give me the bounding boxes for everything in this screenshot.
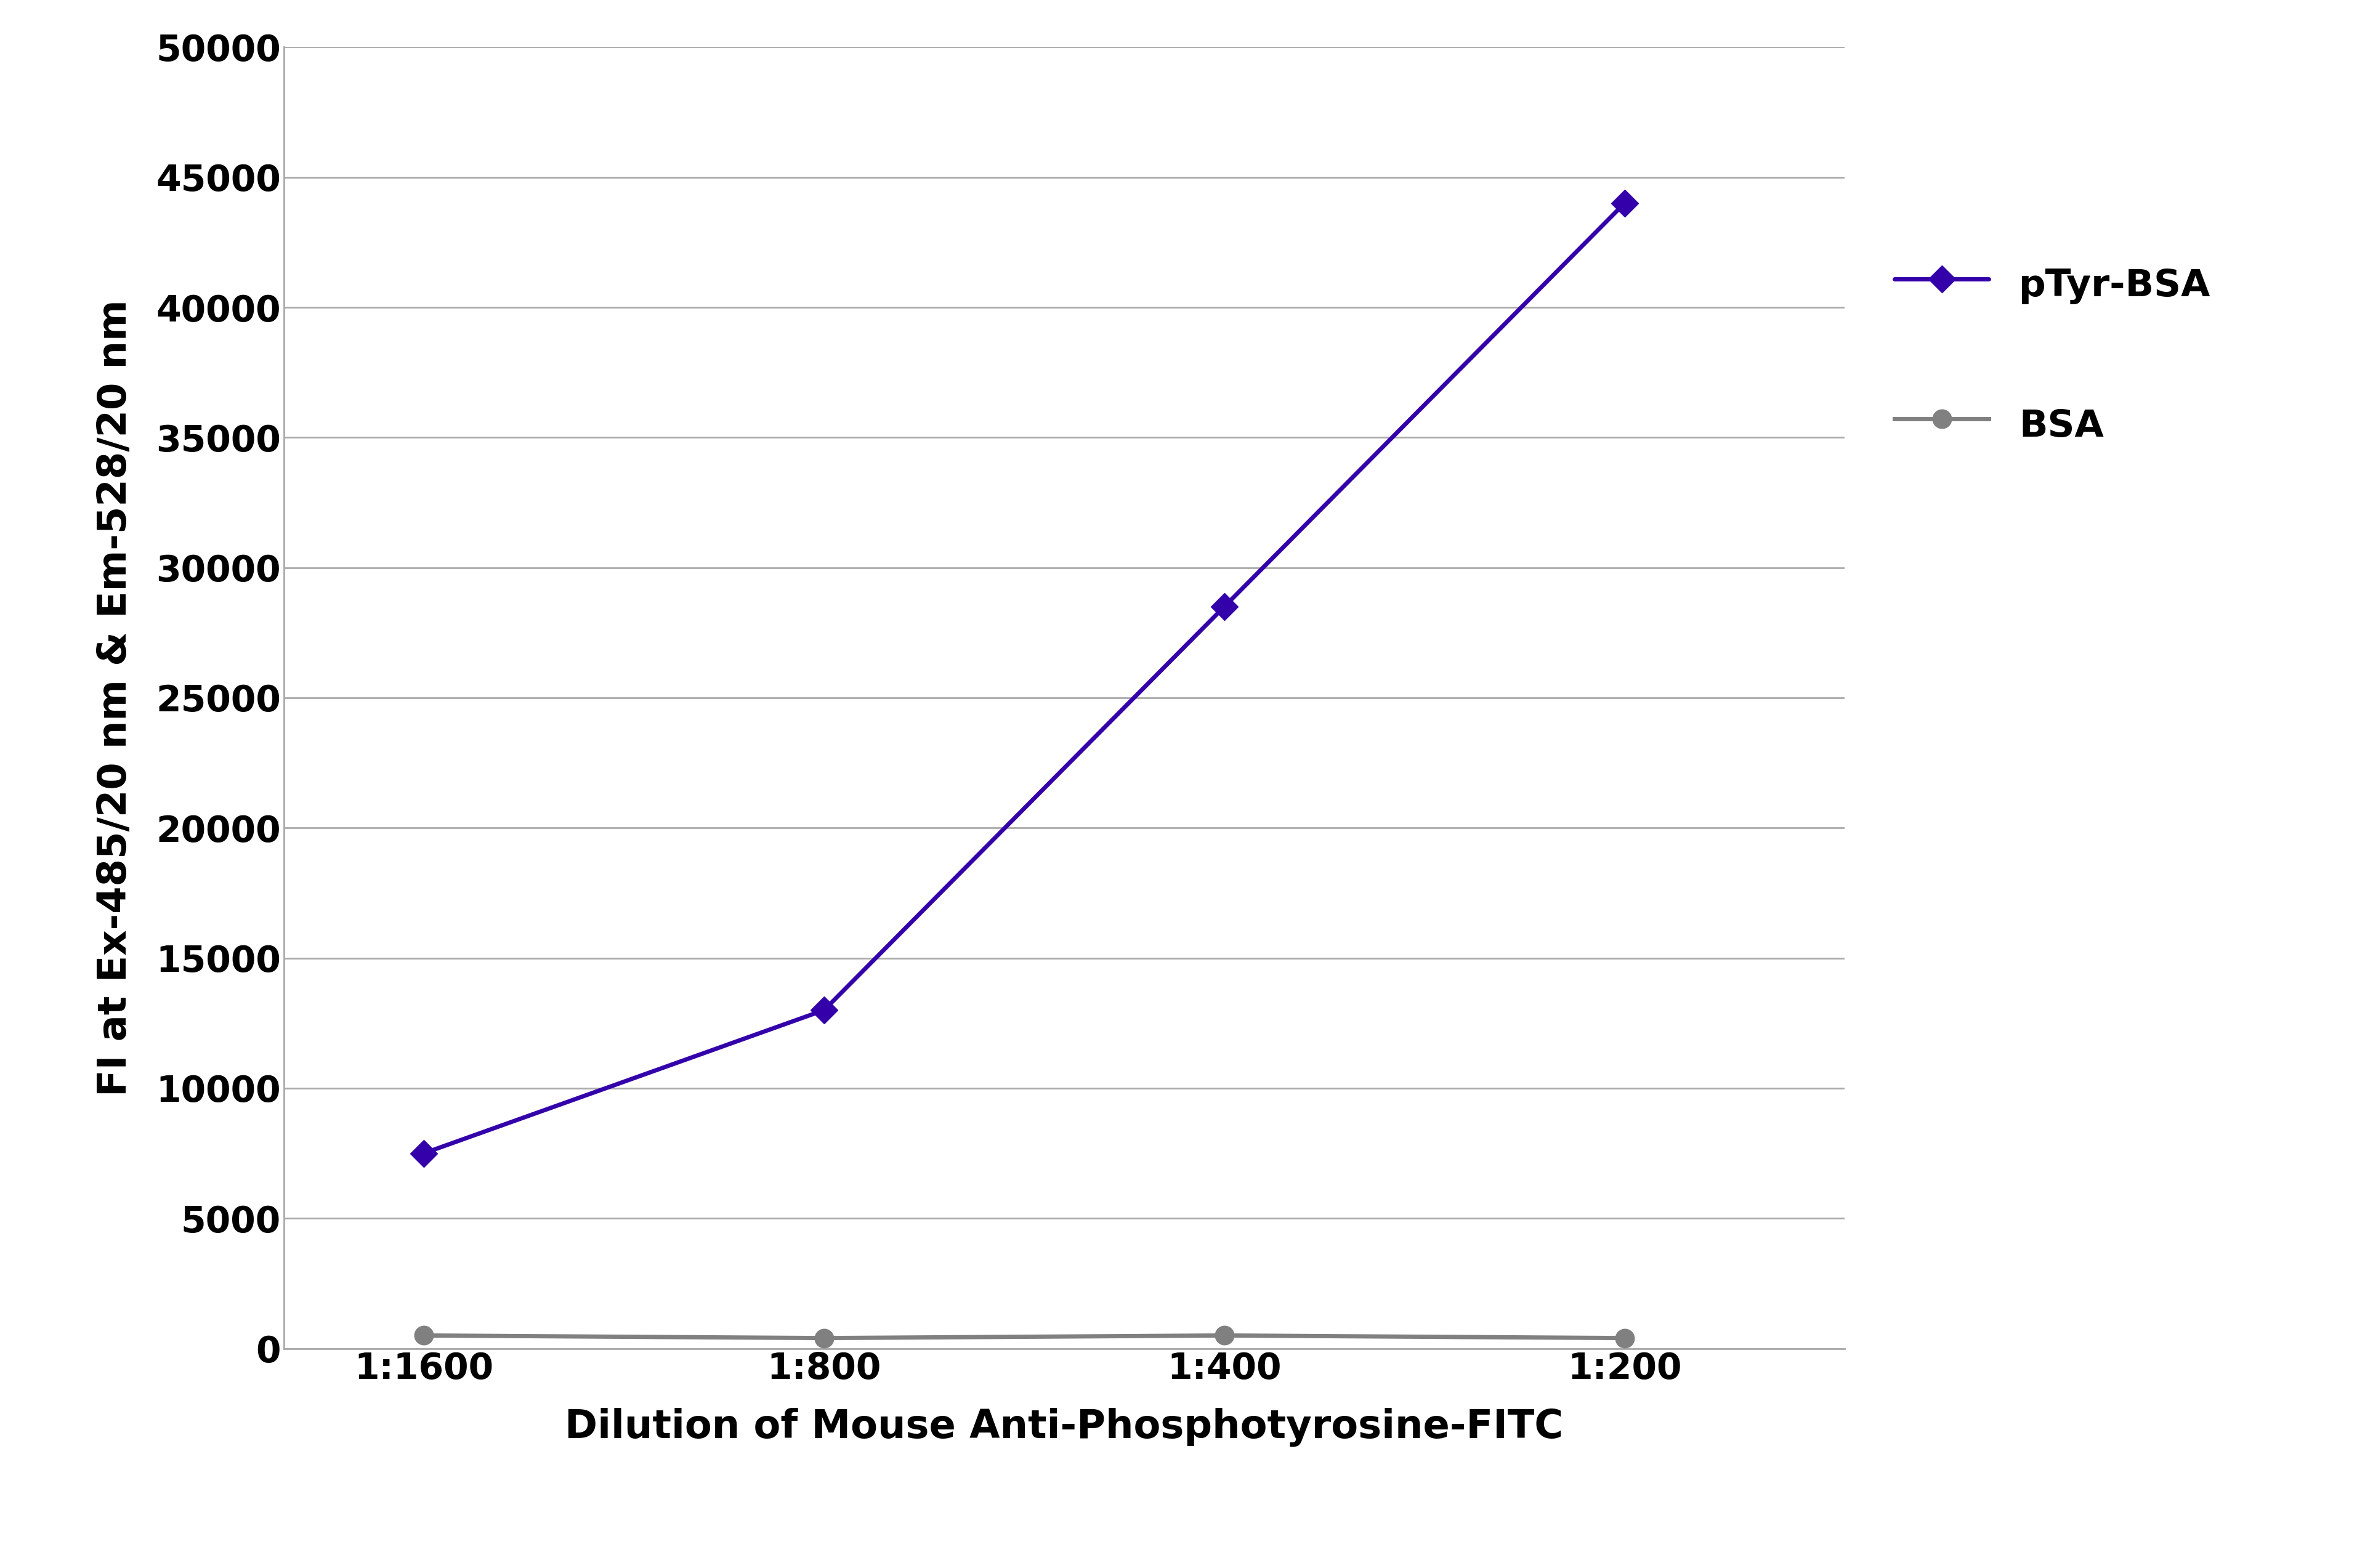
Line: BSA: BSA xyxy=(414,1327,1634,1347)
BSA xyxy=(409,1327,438,1345)
BSA xyxy=(1211,1327,1239,1345)
BSA xyxy=(809,1328,837,1347)
pTyr-BSA xyxy=(1611,194,1639,213)
pTyr-BSA xyxy=(1211,597,1239,616)
Y-axis label: FI at Ex-485/20 nm & Em-528/20 nm: FI at Ex-485/20 nm & Em-528/20 nm xyxy=(97,299,135,1096)
X-axis label: Dilution of Mouse Anti-Phosphotyrosine-FITC: Dilution of Mouse Anti-Phosphotyrosine-F… xyxy=(565,1408,1563,1447)
Legend: pTyr-BSA, BSA: pTyr-BSA, BSA xyxy=(1894,262,2211,447)
Line: pTyr-BSA: pTyr-BSA xyxy=(414,194,1634,1163)
BSA xyxy=(1611,1328,1639,1347)
pTyr-BSA xyxy=(409,1145,438,1163)
pTyr-BSA xyxy=(809,1000,837,1019)
